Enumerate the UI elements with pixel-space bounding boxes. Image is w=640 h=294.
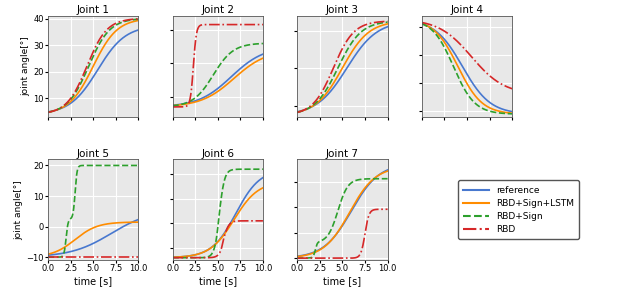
Title: Joint 4: Joint 4 (451, 5, 484, 15)
X-axis label: time [s]: time [s] (323, 276, 362, 286)
Title: Joint 1: Joint 1 (77, 5, 109, 15)
Title: Joint 2: Joint 2 (201, 5, 234, 15)
Y-axis label: joint angle[°]: joint angle[°] (15, 180, 24, 240)
Title: Joint 5: Joint 5 (77, 148, 109, 158)
Title: Joint 7: Joint 7 (326, 148, 359, 158)
Title: Joint 3: Joint 3 (326, 5, 359, 15)
Y-axis label: joint angle[°]: joint angle[°] (21, 37, 31, 96)
Title: Joint 6: Joint 6 (201, 148, 234, 158)
Legend: reference, RBD+Sign+LSTM, RBD+Sign, RBD: reference, RBD+Sign+LSTM, RBD+Sign, RBD (458, 180, 579, 239)
X-axis label: time [s]: time [s] (74, 276, 112, 286)
X-axis label: time [s]: time [s] (198, 276, 237, 286)
